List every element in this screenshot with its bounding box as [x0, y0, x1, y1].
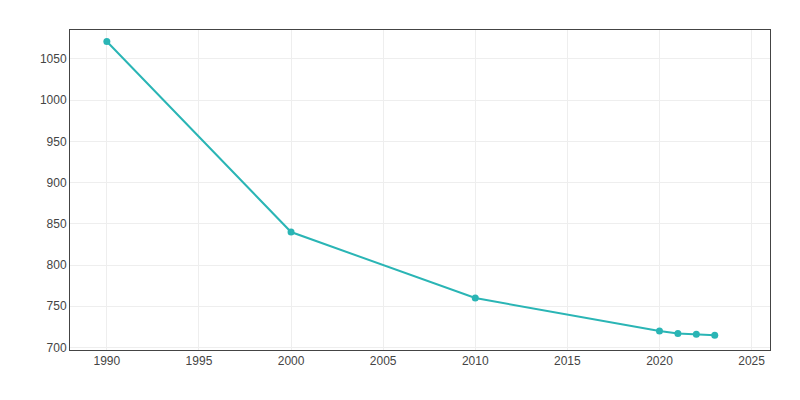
svg-text:900: 900	[47, 176, 67, 190]
svg-text:950: 950	[47, 135, 67, 149]
svg-text:2020: 2020	[646, 354, 673, 368]
svg-text:850: 850	[47, 217, 67, 231]
svg-text:1995: 1995	[186, 354, 213, 368]
svg-text:700: 700	[47, 341, 67, 355]
svg-text:1000: 1000	[40, 93, 67, 107]
svg-text:1050: 1050	[40, 52, 67, 66]
svg-text:2000: 2000	[278, 354, 305, 368]
svg-text:800: 800	[47, 258, 67, 272]
svg-text:2015: 2015	[554, 354, 581, 368]
svg-text:750: 750	[47, 299, 67, 313]
svg-text:2005: 2005	[370, 354, 397, 368]
svg-text:2025: 2025	[738, 354, 765, 368]
svg-text:2010: 2010	[462, 354, 489, 368]
svg-text:1990: 1990	[93, 354, 120, 368]
